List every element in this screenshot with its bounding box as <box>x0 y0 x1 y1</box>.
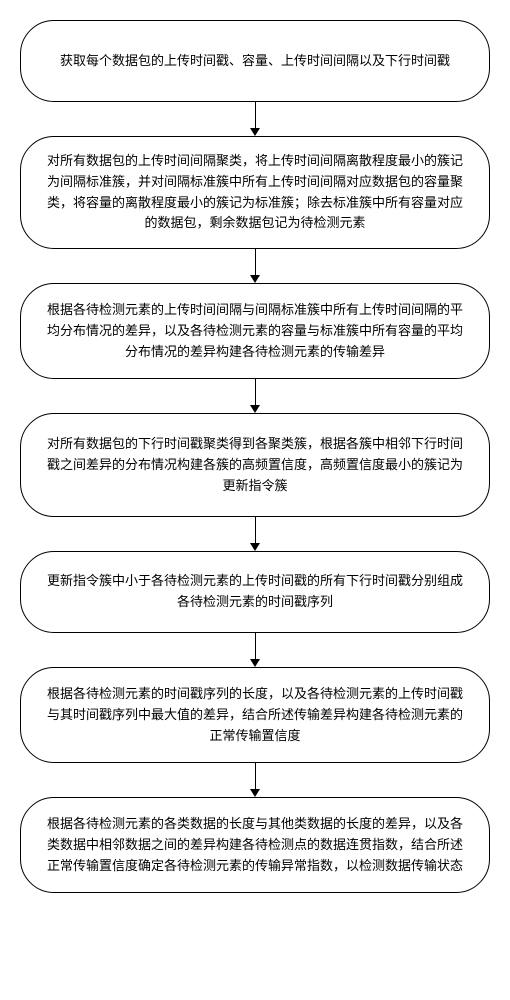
flow-node-7: 根据各待检测元素的各类数据的长度与其他类数据的长度的差异，以及各类数据中相邻数据… <box>20 797 490 893</box>
flowchart-container: 获取每个数据包的上传时间戳、容量、上传时间间隔以及下行时间戳 对所有数据包的上传… <box>0 0 510 913</box>
flow-node-7-text: 根据各待检测元素的各类数据的长度与其他类数据的长度的差异，以及各类数据中相邻数据… <box>43 814 467 876</box>
flow-arrow-3 <box>250 379 260 413</box>
flow-node-1: 获取每个数据包的上传时间戳、容量、上传时间间隔以及下行时间戳 <box>20 20 490 102</box>
flow-node-5-text: 更新指令簇中小于各待检测元素的上传时间戳的所有下行时间戳分别组成各待检测元素的时… <box>43 571 467 613</box>
flow-arrow-4 <box>250 517 260 551</box>
flow-arrow-1 <box>250 102 260 136</box>
flow-arrow-5 <box>250 633 260 667</box>
flow-arrow-2 <box>250 249 260 283</box>
flow-node-1-text: 获取每个数据包的上传时间戳、容量、上传时间间隔以及下行时间戳 <box>60 51 450 72</box>
flow-node-2: 对所有数据包的上传时间间隔聚类，将上传时间间隔离散程度最小的簇记为间隔标准簇，并… <box>20 136 490 249</box>
flow-node-4: 对所有数据包的下行时间戳聚类得到各聚类簇，根据各簇中相邻下行时间戳之间差异的分布… <box>20 413 490 517</box>
flow-node-2-text: 对所有数据包的上传时间间隔聚类，将上传时间间隔离散程度最小的簇记为间隔标准簇，并… <box>43 151 467 234</box>
flow-node-3-text: 根据各待检测元素的上传时间间隔与间隔标准簇中所有上传时间间隔的平均分布情况的差异… <box>43 300 467 362</box>
flow-node-6: 根据各待检测元素的时间戳序列的长度，以及各待检测元素的上传时间戳与其时间戳序列中… <box>20 667 490 763</box>
flow-node-4-text: 对所有数据包的下行时间戳聚类得到各聚类簇，根据各簇中相邻下行时间戳之间差异的分布… <box>43 434 467 496</box>
flow-node-3: 根据各待检测元素的上传时间间隔与间隔标准簇中所有上传时间间隔的平均分布情况的差异… <box>20 283 490 379</box>
flow-arrow-6 <box>250 763 260 797</box>
flow-node-6-text: 根据各待检测元素的时间戳序列的长度，以及各待检测元素的上传时间戳与其时间戳序列中… <box>43 684 467 746</box>
flow-node-5: 更新指令簇中小于各待检测元素的上传时间戳的所有下行时间戳分别组成各待检测元素的时… <box>20 551 490 633</box>
